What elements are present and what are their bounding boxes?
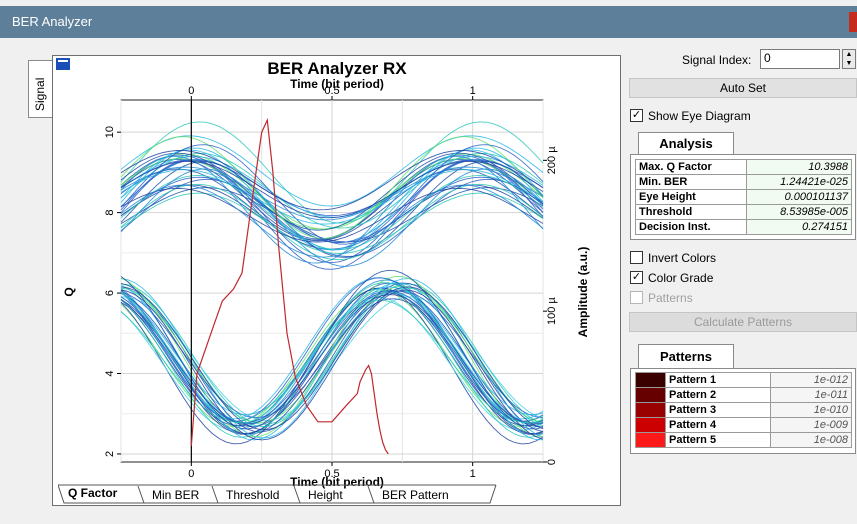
analysis-row: Max. Q Factor 10.3988 — [634, 159, 852, 175]
left-axis-label: Q — [62, 287, 76, 296]
tab-ber-pattern[interactable]: BER Pattern — [382, 488, 449, 502]
x-tick-label-top: 0.5 — [324, 85, 339, 97]
pattern-name: Pattern 1 — [664, 372, 772, 388]
pattern-color-swatch[interactable] — [635, 402, 666, 418]
pattern-color-swatch[interactable] — [635, 372, 666, 388]
pattern-row[interactable]: Pattern 5 1e-008 — [635, 432, 852, 448]
analysis-value: 0.274151 — [746, 219, 852, 235]
analysis-value: 8.53985e-005 — [746, 204, 852, 220]
pattern-name: Pattern 3 — [664, 402, 772, 418]
analysis-value: 10.3988 — [746, 159, 852, 175]
pattern-color-swatch[interactable] — [635, 417, 666, 433]
show-eye-diagram-checkbox[interactable]: ✓ — [630, 109, 643, 122]
analysis-row: Min. BER 1.24421e-025 — [634, 174, 852, 190]
q-tick-label: 8 — [104, 210, 116, 216]
patterns-checkbox-label: Patterns — [648, 291, 693, 305]
x-tick-label-bottom: 0.5 — [324, 468, 339, 480]
analysis-table: Max. Q Factor 10.3988 Min. BER 1.24421e-025… — [634, 159, 852, 235]
pattern-row[interactable]: Pattern 4 1e-009 — [635, 417, 852, 433]
analysis-key: Threshold — [634, 204, 748, 220]
x-tick-label-top: 1 — [470, 85, 476, 97]
pattern-name: Pattern 4 — [664, 417, 772, 433]
invert-colors-label: Invert Colors — [648, 251, 717, 265]
amplitude-tick-label: 0 — [546, 459, 558, 465]
pattern-name: Pattern 5 — [664, 432, 772, 448]
analysis-key: Max. Q Factor — [634, 159, 748, 175]
tab-height[interactable]: Height — [308, 488, 343, 502]
pattern-value: 1e-010 — [770, 402, 852, 418]
q-factor-series-line — [190, 117, 389, 455]
amplitude-tick-label: 100 µ — [546, 297, 558, 325]
analysis-row: Decision Inst. 0.274151 — [634, 219, 852, 235]
analysis-value: 0.000101137 — [746, 189, 852, 205]
pattern-color-swatch[interactable] — [635, 387, 666, 403]
tab-patterns[interactable]: Patterns — [638, 344, 734, 368]
pattern-value: 1e-009 — [770, 417, 852, 433]
tab-q-factor[interactable]: Q Factor — [68, 486, 118, 500]
q-tick-label: 6 — [104, 290, 116, 296]
q-tick-label: 10 — [104, 126, 116, 138]
pattern-value: 1e-011 — [770, 387, 852, 403]
analysis-key: Decision Inst. — [634, 219, 748, 235]
tab-analysis[interactable]: Analysis — [638, 132, 734, 154]
x-tick-label-bottom: 0 — [188, 468, 194, 480]
analysis-key: Eye Height — [634, 189, 748, 205]
right-axis-label: Amplitude (a.u.) — [576, 247, 590, 338]
eye-diagram-chart[interactable]: 0 0 0.5 0.5 1 1 10 8 6 4 2 200 µ 100 µ 0 BER Analyzer… — [53, 56, 620, 505]
chart-panel[interactable]: 0 0 0.5 0.5 1 1 10 8 6 4 2 200 µ 100 µ 0 BER Analyzer… — [52, 55, 621, 506]
signal-index-label: Signal Index: — [682, 53, 752, 67]
pattern-row[interactable]: Pattern 3 1e-010 — [635, 402, 852, 418]
calculate-patterns-button[interactable]: Calculate Patterns — [629, 312, 857, 332]
chart-tab-strip: Q Factor Min BER Threshold Height BER Pa… — [58, 484, 498, 504]
chart-menu-icon-line — [58, 60, 68, 62]
pattern-row[interactable]: Pattern 1 1e-012 — [635, 372, 852, 388]
analysis-row: Threshold 8.53985e-005 — [634, 204, 852, 220]
pattern-value: 1e-012 — [770, 372, 852, 388]
x-tick-label-bottom: 1 — [470, 468, 476, 480]
color-grade-checkbox[interactable]: ✓ — [630, 271, 643, 284]
signal-index-spinner[interactable]: ▲ ▼ — [842, 49, 856, 69]
pattern-value: 1e-008 — [770, 432, 852, 448]
settings-panel: Signal Index: 0 ▲ ▼ Auto Set ✓ Show Eye D… — [628, 38, 857, 524]
color-grade-label: Color Grade — [648, 271, 714, 285]
chart-title: BER Analyzer RX — [267, 59, 407, 78]
analysis-key: Min. BER — [634, 174, 748, 190]
invert-colors-checkbox[interactable] — [630, 251, 643, 264]
window-title: BER Analyzer — [12, 14, 93, 29]
title-bar: BER Analyzer — [0, 0, 857, 38]
plot-axes: 0 0 0.5 0.5 1 1 10 8 6 4 2 200 µ 100 µ 0 — [104, 85, 558, 480]
tab-signal-label: Signal — [33, 77, 47, 111]
tab-min-ber[interactable]: Min BER — [152, 488, 200, 502]
signal-index-input[interactable]: 0 — [760, 49, 840, 69]
pattern-row[interactable]: Pattern 2 1e-011 — [635, 387, 852, 403]
close-button[interactable] — [849, 12, 857, 32]
top-axis-label: Time (bit period) — [290, 77, 384, 91]
analysis-value: 1.24421e-025 — [746, 174, 852, 190]
q-tick-label: 2 — [104, 451, 116, 457]
tab-signal[interactable]: Signal — [28, 60, 52, 118]
patterns-checkbox[interactable] — [630, 291, 643, 304]
auto-set-button[interactable]: Auto Set — [629, 78, 857, 98]
q-tick-label: 4 — [104, 370, 116, 376]
pattern-name: Pattern 2 — [664, 387, 772, 403]
title-bar-background — [0, 6, 857, 38]
show-eye-diagram-label: Show Eye Diagram — [648, 109, 751, 123]
analysis-row: Eye Height 0.000101137 — [634, 189, 852, 205]
chart-menu-icon[interactable] — [56, 58, 70, 70]
pattern-color-swatch[interactable] — [635, 432, 666, 448]
amplitude-tick-label: 200 µ — [546, 146, 558, 174]
tab-strip-outline — [58, 484, 497, 504]
tab-threshold[interactable]: Threshold — [226, 488, 280, 502]
x-tick-label-top: 0 — [188, 85, 194, 97]
